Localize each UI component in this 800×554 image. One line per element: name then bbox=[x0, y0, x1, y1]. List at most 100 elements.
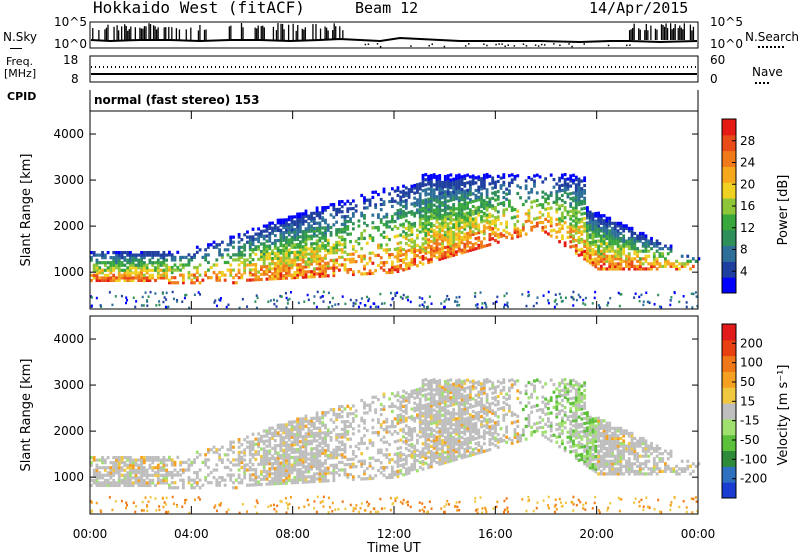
velocity-cell bbox=[421, 383, 425, 388]
power-cell bbox=[449, 213, 453, 218]
power-cell bbox=[622, 244, 626, 248]
power-cell bbox=[463, 232, 467, 236]
power-cell bbox=[580, 194, 584, 198]
power-cell bbox=[488, 215, 492, 219]
power-cell bbox=[401, 297, 404, 300]
velocity-cell bbox=[441, 418, 444, 422]
velocity-cell bbox=[424, 456, 428, 460]
power-cell bbox=[538, 210, 542, 214]
search-dot bbox=[513, 45, 516, 47]
velocity-cell bbox=[209, 481, 213, 485]
search-dot bbox=[410, 45, 412, 47]
velocity-cell bbox=[382, 473, 386, 477]
power-cell bbox=[349, 202, 352, 206]
velocity-cell bbox=[374, 395, 378, 399]
velocity-cell bbox=[254, 470, 258, 474]
velocity-cell bbox=[315, 431, 319, 435]
power-cell bbox=[416, 208, 419, 212]
power-cell bbox=[456, 304, 459, 307]
velocity-cell bbox=[237, 458, 241, 462]
power-cell bbox=[574, 249, 578, 253]
velocity-cell bbox=[455, 429, 458, 434]
power-cell bbox=[354, 239, 358, 243]
velocity-cell bbox=[251, 473, 255, 477]
velocity-cell bbox=[399, 408, 403, 412]
velocity-cell bbox=[452, 453, 456, 457]
velocity-cell bbox=[407, 469, 411, 473]
power-cell bbox=[287, 271, 291, 275]
power-cell bbox=[368, 259, 372, 263]
velocity-cell bbox=[112, 481, 116, 485]
power-cell bbox=[630, 264, 634, 268]
power-cell bbox=[243, 263, 247, 267]
power-cell bbox=[329, 225, 333, 230]
power-cell bbox=[287, 230, 291, 234]
velocity-cell bbox=[446, 399, 450, 403]
power-cell bbox=[608, 254, 612, 258]
power-cell bbox=[290, 258, 294, 262]
power-cell bbox=[664, 257, 667, 261]
velocity-cell bbox=[254, 473, 258, 477]
velocity-cell bbox=[407, 425, 411, 430]
velocity-cell bbox=[282, 436, 286, 440]
power-cell bbox=[257, 227, 260, 231]
velocity-cell bbox=[142, 466, 146, 470]
velocity-cell bbox=[223, 453, 227, 457]
velocity-cell bbox=[416, 390, 419, 394]
power-cell bbox=[471, 174, 475, 178]
power-cell bbox=[605, 254, 609, 258]
velocity-cell bbox=[318, 431, 322, 435]
power-cell bbox=[307, 262, 311, 266]
power-cell bbox=[636, 239, 639, 243]
power-cell bbox=[209, 276, 213, 280]
velocity-cell bbox=[452, 390, 456, 394]
power-cell bbox=[427, 217, 430, 222]
velocity-cell bbox=[287, 471, 291, 475]
velocity-cell bbox=[282, 430, 286, 435]
power-cell bbox=[173, 255, 177, 260]
velocity-cell bbox=[106, 466, 110, 470]
power-cell bbox=[588, 233, 592, 237]
power-cell bbox=[279, 221, 283, 225]
power-cell bbox=[285, 246, 288, 250]
power-cell bbox=[641, 262, 645, 266]
velocity-cell bbox=[159, 458, 163, 462]
power-cell bbox=[608, 229, 612, 233]
power-cell bbox=[655, 259, 659, 263]
power-cell bbox=[187, 253, 191, 257]
power-cell bbox=[151, 273, 155, 277]
power-cell bbox=[326, 238, 330, 242]
power-cell bbox=[549, 206, 553, 210]
power-cell bbox=[619, 236, 623, 241]
power-cell bbox=[285, 235, 288, 240]
velocity-cell bbox=[351, 417, 355, 421]
power-cell bbox=[421, 242, 425, 246]
power-cell bbox=[594, 257, 598, 261]
power-cell bbox=[335, 248, 339, 252]
power-cell bbox=[560, 211, 564, 215]
power-cell bbox=[599, 242, 603, 246]
velocity-cell bbox=[427, 405, 430, 409]
velocity-cell bbox=[131, 481, 135, 485]
velocity-cell bbox=[382, 405, 386, 409]
power-cell bbox=[569, 235, 573, 239]
power-cell bbox=[332, 243, 336, 247]
power-cell bbox=[293, 270, 297, 275]
power-cell bbox=[560, 236, 564, 241]
power-cell bbox=[388, 270, 391, 275]
power-cell bbox=[368, 198, 372, 202]
power-cell bbox=[655, 262, 659, 266]
power-cell bbox=[399, 215, 403, 220]
power-cell bbox=[379, 243, 383, 247]
power-cell bbox=[354, 302, 357, 305]
velocity-cell bbox=[293, 443, 297, 447]
power-cell bbox=[471, 230, 475, 234]
velocity-cell bbox=[257, 480, 260, 484]
power-cell bbox=[226, 268, 230, 272]
velocity-cell bbox=[441, 398, 444, 402]
velocity-cell bbox=[296, 468, 300, 472]
power-cell bbox=[90, 296, 93, 299]
velocity-cell bbox=[282, 479, 286, 483]
power-cell bbox=[446, 237, 450, 241]
power-cell bbox=[265, 249, 269, 253]
